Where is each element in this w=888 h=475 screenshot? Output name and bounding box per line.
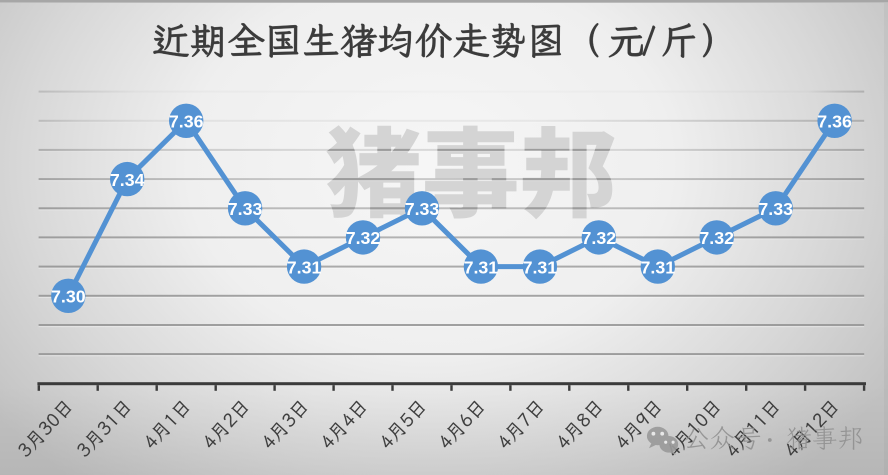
svg-text:7.36: 7.36 — [817, 112, 852, 132]
svg-text:7.33: 7.33 — [228, 199, 263, 219]
svg-text:7.31: 7.31 — [640, 257, 675, 277]
svg-text:7.30: 7.30 — [51, 287, 86, 307]
svg-text:7.31: 7.31 — [523, 257, 558, 277]
svg-text:7.32: 7.32 — [581, 228, 616, 248]
svg-text:7.32: 7.32 — [346, 228, 381, 248]
svg-text:7.32: 7.32 — [699, 228, 734, 248]
svg-text:7.33: 7.33 — [405, 199, 440, 219]
svg-text:7.33: 7.33 — [758, 199, 793, 219]
svg-text:7.31: 7.31 — [287, 257, 322, 277]
svg-text:7.36: 7.36 — [169, 112, 204, 132]
svg-text:7.31: 7.31 — [464, 257, 499, 277]
svg-text:7.34: 7.34 — [110, 170, 145, 190]
